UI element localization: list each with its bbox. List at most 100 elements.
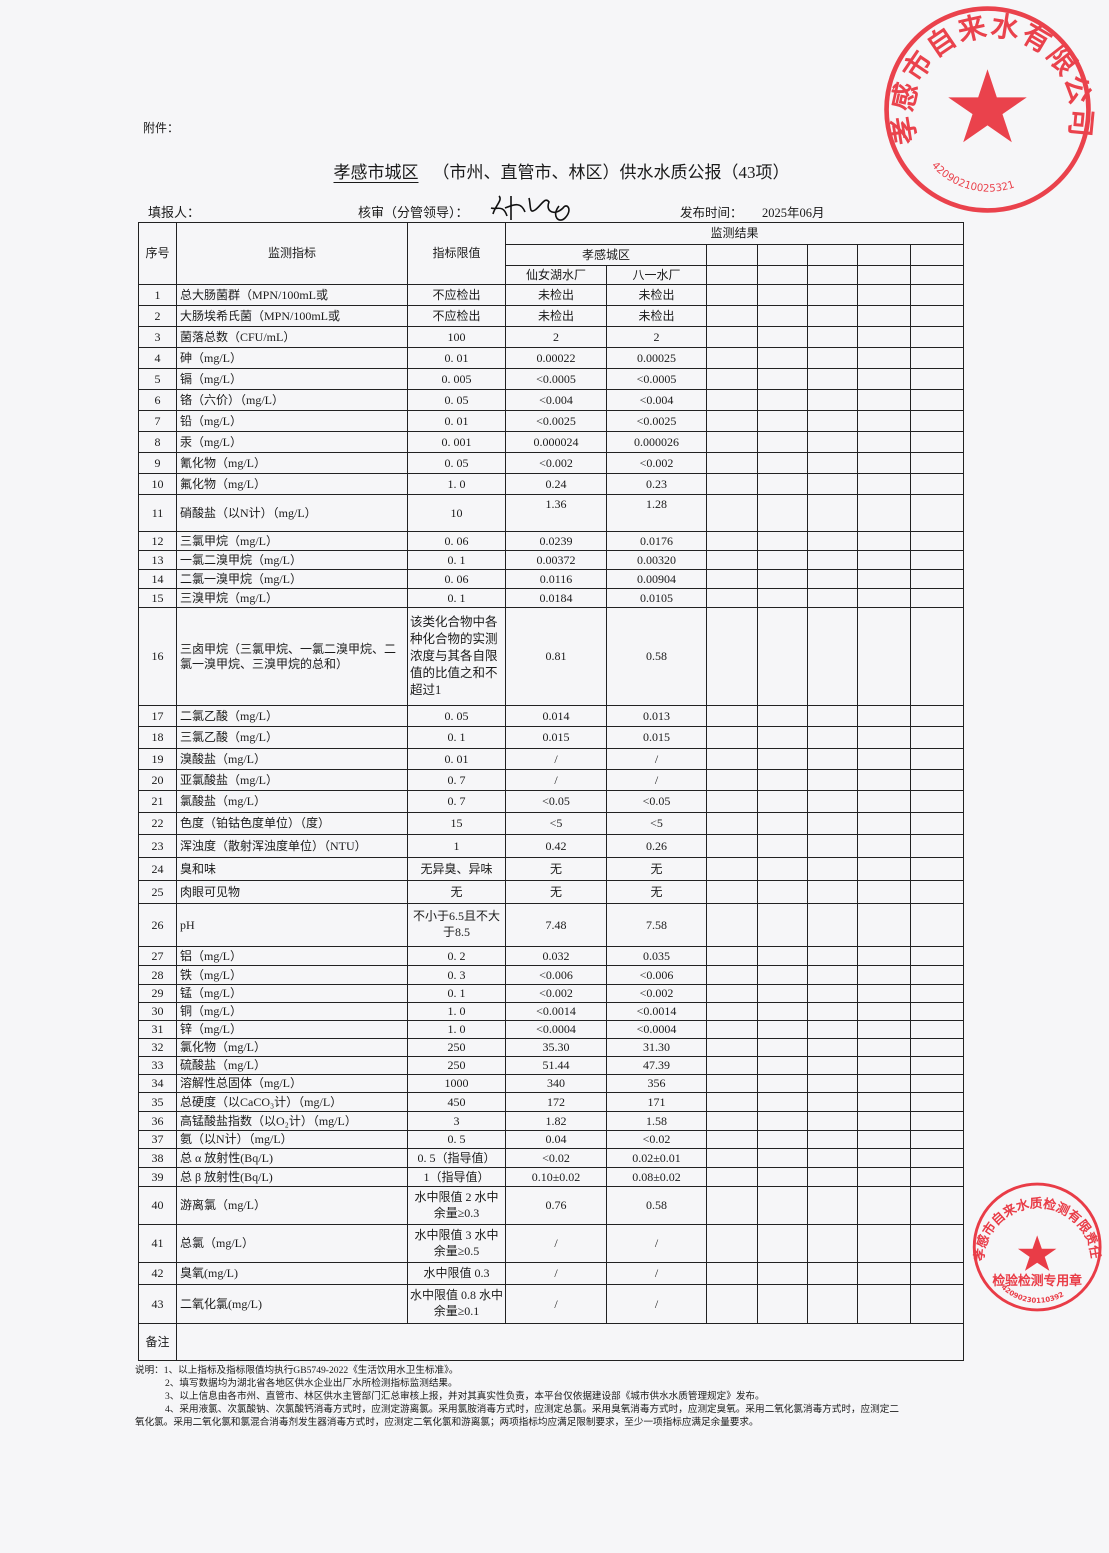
table-row: 14 二氯一溴甲烷（mg/L） 0. 06 0.0116 0.00904: [138, 569, 964, 589]
row-index: 22: [138, 812, 177, 835]
result-xiannvhu: 340: [505, 1074, 607, 1093]
limit-value: 1. 0: [407, 1020, 506, 1039]
limit-value: 水中限值 0.3: [407, 1262, 506, 1285]
empty-cell: [910, 705, 964, 727]
table-row: 19 溴酸盐（mg/L） 0. 01//: [138, 748, 964, 770]
empty-cell: [757, 1262, 808, 1285]
empty-cell: [706, 965, 758, 985]
result-bayi: 0.26: [606, 834, 707, 858]
empty-cell: [807, 726, 858, 749]
empty-cell: [807, 705, 858, 727]
indicator-name: 三卤甲烷（三氯甲烷、一氯二溴甲烷、二氯一溴甲烷、三溴甲烷的总和）: [176, 607, 408, 706]
limit-value: 0. 1: [407, 726, 506, 749]
empty-cell: [807, 244, 858, 266]
empty-cell: [857, 1284, 911, 1324]
empty-cell: [706, 790, 758, 813]
result-xiannvhu: 未检出: [505, 305, 607, 327]
remarks-label: 备注: [138, 1323, 177, 1361]
header-area: 孝感城区: [505, 244, 707, 266]
table-row: 25 肉眼可见物无无无: [138, 880, 964, 904]
result-bayi: 0.58: [606, 1186, 707, 1225]
filler-label: 填报人：: [148, 205, 201, 220]
limit-value: 0. 3: [407, 965, 506, 985]
empty-cell: [857, 726, 911, 749]
empty-cell: [857, 1038, 911, 1057]
row-index: 3: [138, 326, 177, 348]
empty-cell: [910, 1020, 964, 1039]
empty-cell: [910, 588, 964, 608]
empty-cell: [757, 1167, 808, 1187]
result-bayi: 0.0176: [606, 531, 707, 551]
limit-value: 水中限值 2 水中余量≥0.3: [407, 1186, 506, 1225]
indicator-name: 锰（mg/L）: [176, 984, 408, 1003]
row-index: 17: [138, 705, 177, 727]
limit-value: 该类化合物中各种化合物的实测浓度与其各自限值的比值之和不超过1: [407, 607, 506, 706]
indicator-name: 总 α 放射性(Bq/L): [176, 1148, 408, 1168]
indicator-name: 锌（mg/L）: [176, 1020, 408, 1039]
empty-cell: [857, 265, 911, 285]
result-bayi: 未检出: [606, 284, 707, 306]
empty-cell: [910, 1111, 964, 1131]
empty-cell: [706, 946, 758, 966]
empty-cell: [757, 305, 808, 327]
empty-cell: [807, 1284, 858, 1324]
result-bayi: 0.58: [606, 607, 707, 706]
empty-cell: [757, 389, 808, 411]
limit-value: 0. 05: [407, 705, 506, 727]
limit-value: 0. 01: [407, 748, 506, 770]
result-bayi: 0.08±0.02: [606, 1167, 707, 1187]
result-xiannvhu: 51.44: [505, 1056, 607, 1075]
empty-cell: [857, 705, 911, 727]
table-row: 34 溶解性总固体（mg/L） 1000 340 356: [138, 1074, 964, 1093]
row-index: 29: [138, 984, 177, 1003]
result-xiannvhu: 0.000024: [505, 431, 607, 453]
empty-cell: [706, 1262, 758, 1285]
result-bayi: <0.05: [606, 790, 707, 813]
empty-cell: [807, 812, 858, 835]
result-bayi: <0.006: [606, 965, 707, 985]
empty-cell: [807, 569, 858, 589]
seal-text: 孝感市自来水有限公司: [886, 9, 1095, 147]
result-xiannvhu: /: [505, 748, 607, 770]
empty-cell: [706, 880, 758, 904]
result-xiannvhu: 0.76: [505, 1186, 607, 1225]
empty-cell: [857, 305, 911, 327]
reviewer-label: 核审（分管领导）：: [358, 205, 469, 220]
empty-cell: [706, 1130, 758, 1149]
result-bayi: 0.013: [606, 705, 707, 727]
empty-cell: [706, 1020, 758, 1039]
indicator-name: 三氯乙酸（mg/L）: [176, 726, 408, 749]
result-bayi: <0.002: [606, 452, 707, 474]
empty-cell: [910, 880, 964, 904]
empty-cell: [857, 1020, 911, 1039]
table-row: 36 高锰酸盐指数（以O₂计）（mg/L） 3 1.82 1.58: [138, 1111, 964, 1131]
empty-cell: [757, 812, 808, 835]
result-bayi: 1.58: [606, 1111, 707, 1131]
indicator-name: 氟化物（mg/L）: [176, 473, 408, 495]
table-row: 21 氯酸盐（mg/L） 0. 7 <0.05 <0.05: [138, 790, 964, 813]
row-index: 38: [138, 1148, 177, 1168]
result-xiannvhu: 0.0184: [505, 588, 607, 608]
empty-cell: [757, 1020, 808, 1039]
note-line: 说明：1、以上指标及指标限值均执行GB5749-2022《生活饮用水卫生标准》。: [135, 1365, 459, 1376]
limit-value: 1. 0: [407, 473, 506, 495]
empty-cell: [757, 1092, 808, 1112]
indicator-name: 臭和味: [176, 857, 408, 881]
result-xiannvhu: <0.0014: [505, 1002, 607, 1021]
result-bayi: 0.0105: [606, 588, 707, 608]
empty-cell: [910, 1002, 964, 1021]
empty-cell: [910, 1284, 964, 1324]
result-xiannvhu: 7.48: [505, 903, 607, 947]
empty-cell: [706, 452, 758, 474]
empty-cell: [857, 965, 911, 985]
empty-cell: [757, 1002, 808, 1021]
result-xiannvhu: 未检出: [505, 284, 607, 306]
empty-cell: [757, 244, 808, 266]
result-bayi: 7.58: [606, 903, 707, 947]
empty-cell: [757, 965, 808, 985]
empty-cell: [910, 769, 964, 791]
svg-text:孝感市自来水有限公司: 孝感市自来水有限公司: [886, 9, 1095, 147]
empty-cell: [706, 569, 758, 589]
table-row: 28 铁（mg/L） 0. 3 <0.006 <0.006: [138, 965, 964, 985]
empty-cell: [807, 588, 858, 608]
